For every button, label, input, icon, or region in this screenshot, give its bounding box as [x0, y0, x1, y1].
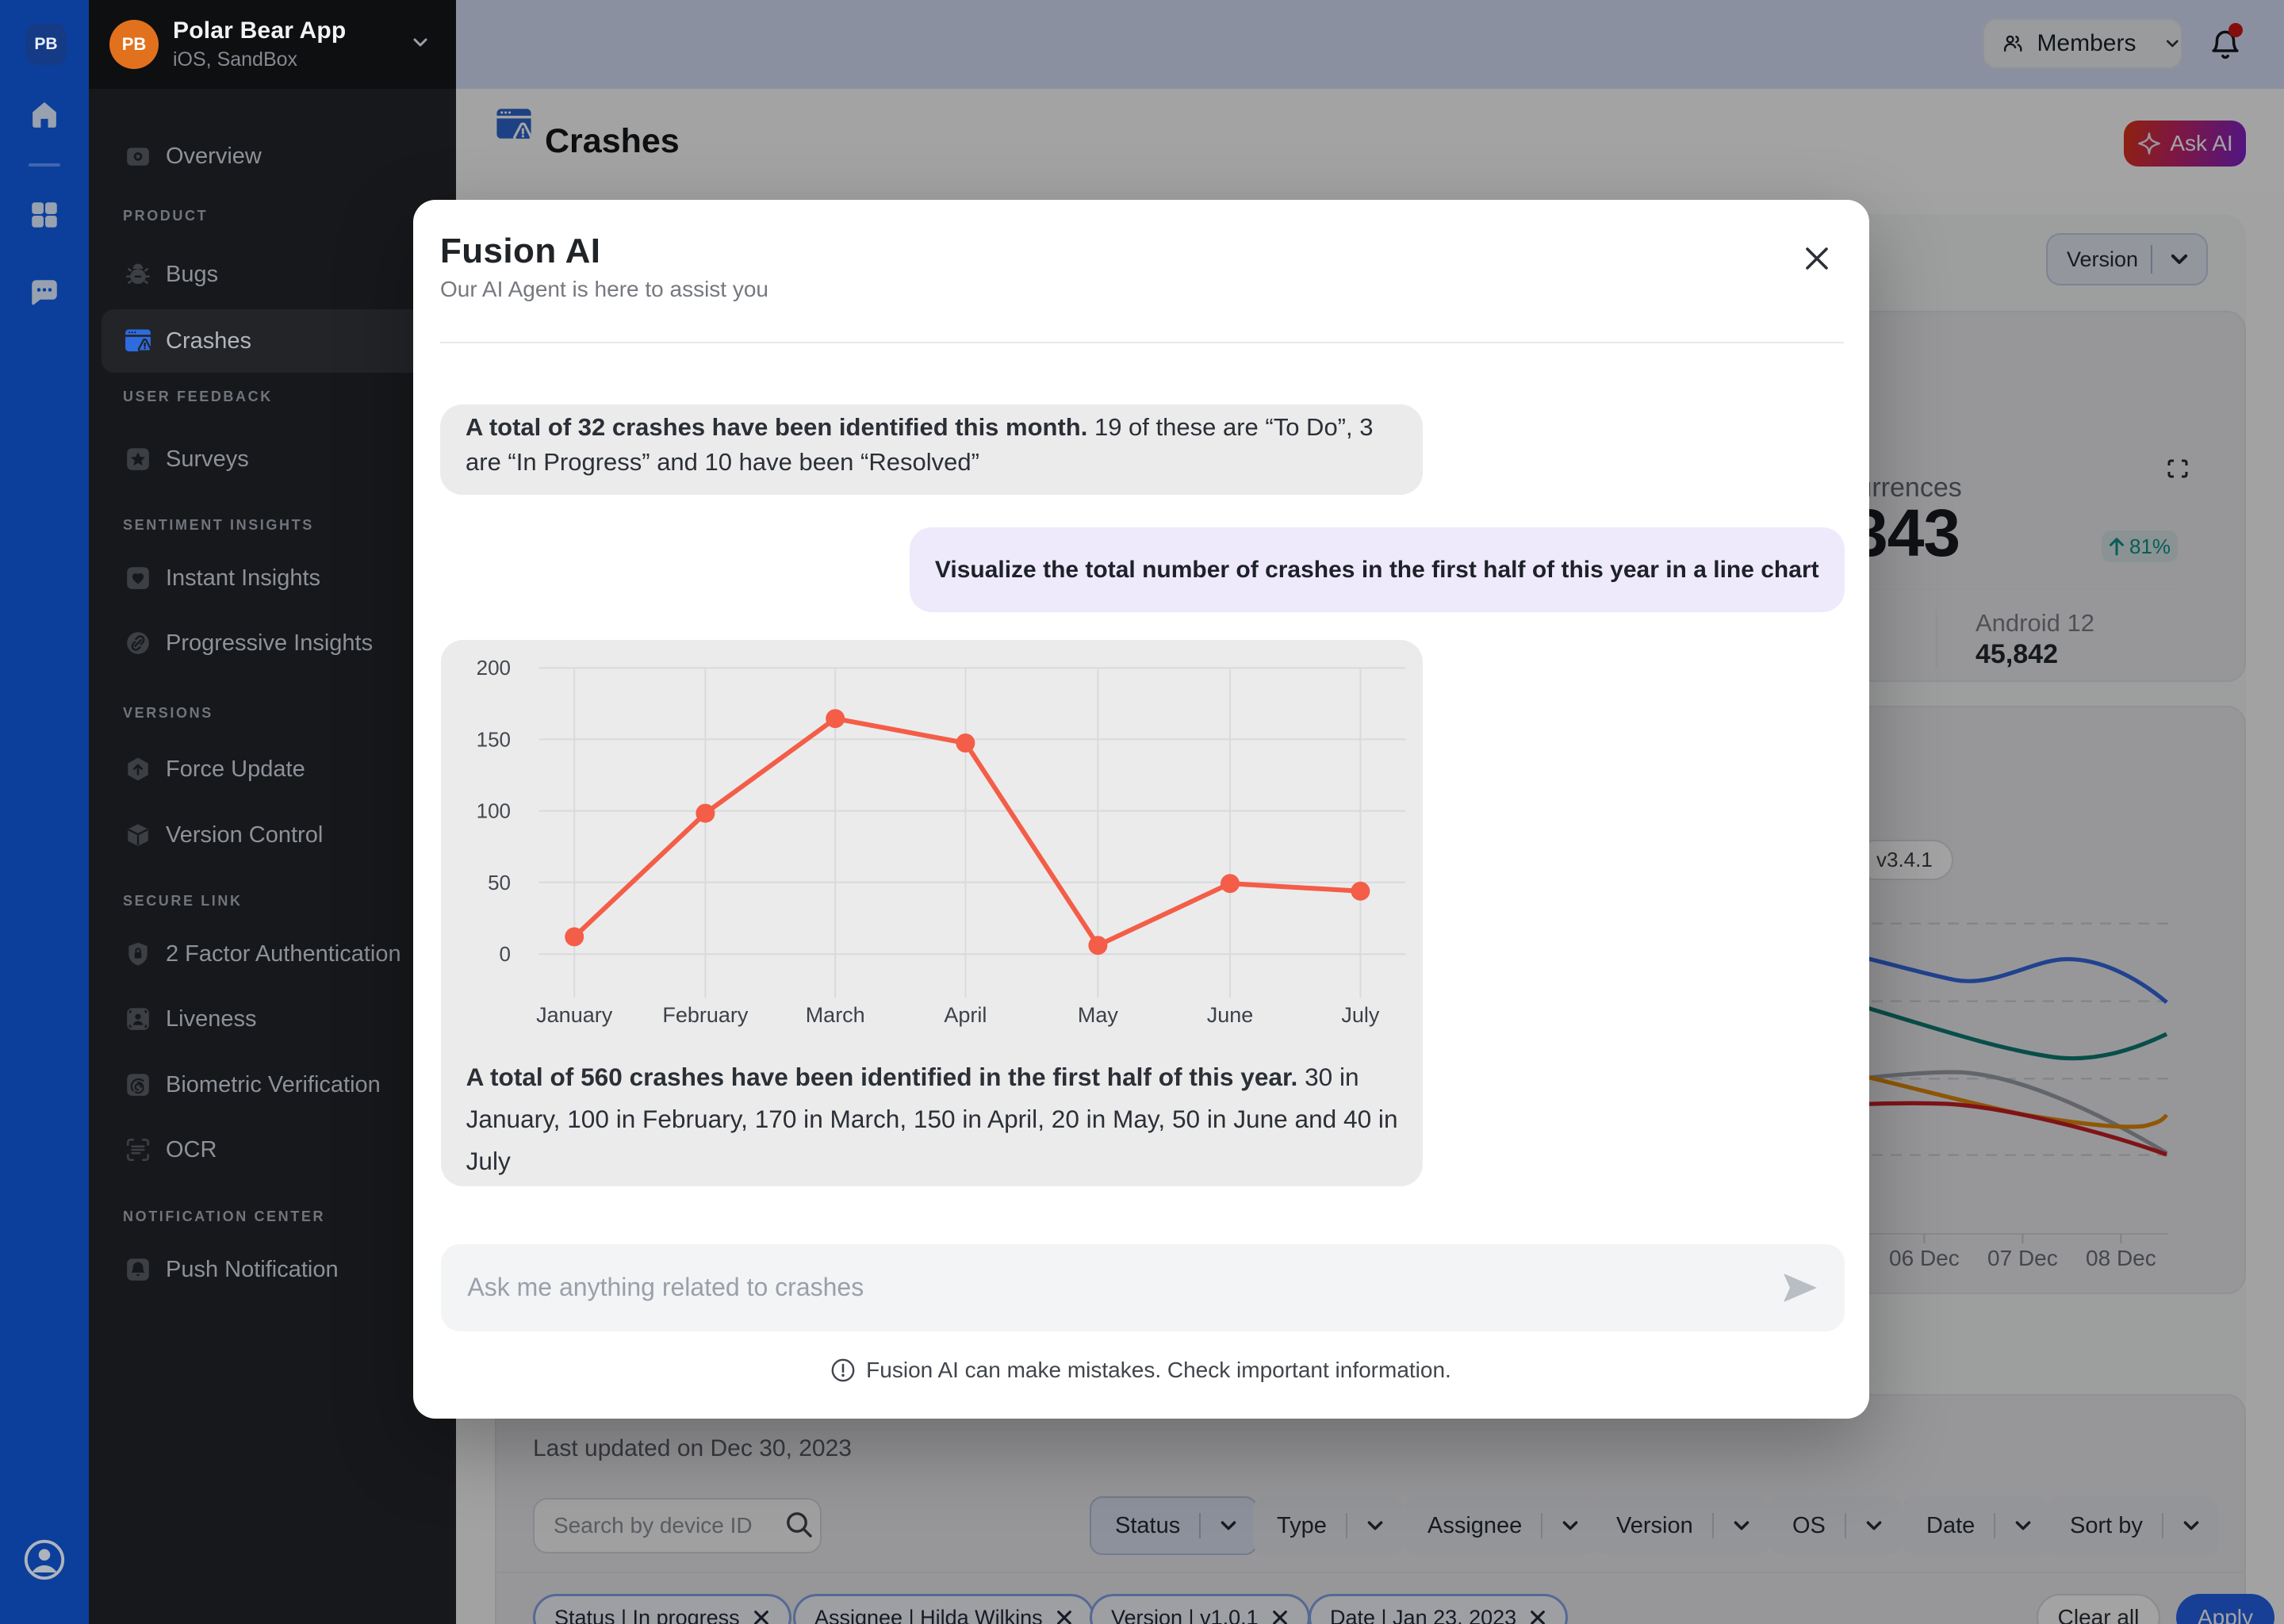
svg-text:May: May: [1077, 1003, 1118, 1027]
svg-text:06 Dec: 06 Dec: [1889, 1246, 1960, 1270]
svg-text:07 Dec: 07 Dec: [1987, 1246, 2058, 1270]
svg-text:July: July: [1341, 1003, 1380, 1027]
svg-text:January: January: [536, 1003, 613, 1027]
svg-text:April: April: [944, 1003, 987, 1027]
svg-text:50: 50: [488, 871, 511, 894]
svg-text:08 Dec: 08 Dec: [2086, 1246, 2156, 1270]
svg-text:150: 150: [476, 727, 510, 751]
svg-text:100: 100: [476, 799, 510, 822]
svg-text:0: 0: [499, 942, 510, 966]
svg-text:200: 200: [476, 656, 510, 680]
svg-text:March: March: [805, 1003, 864, 1027]
svg-text:February: February: [662, 1003, 749, 1027]
svg-text:June: June: [1206, 1003, 1253, 1027]
